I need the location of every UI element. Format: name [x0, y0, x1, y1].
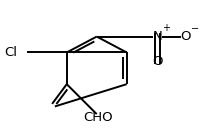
Text: Cl: Cl	[4, 46, 17, 59]
Text: O: O	[152, 55, 163, 68]
Text: O: O	[180, 30, 191, 43]
Text: CHO: CHO	[83, 112, 112, 124]
Text: N: N	[153, 30, 162, 43]
Text: −: −	[191, 24, 199, 34]
Text: +: +	[162, 23, 170, 33]
